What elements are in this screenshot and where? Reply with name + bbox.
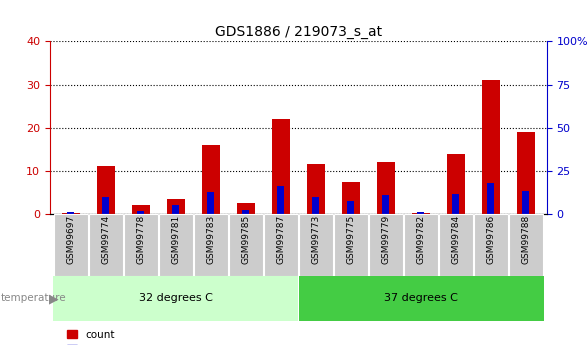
Bar — [237, 203, 255, 214]
Bar — [54, 276, 298, 321]
Text: GSM99785: GSM99785 — [242, 215, 250, 264]
Bar — [487, 183, 495, 214]
Text: GSM99779: GSM99779 — [382, 215, 390, 264]
Bar — [412, 213, 430, 214]
Bar — [138, 211, 145, 214]
Text: temperature: temperature — [1, 294, 66, 303]
Bar — [382, 195, 389, 214]
Bar — [242, 209, 249, 214]
Bar — [307, 164, 325, 214]
Bar — [229, 214, 263, 276]
Bar — [208, 193, 215, 214]
Bar — [509, 214, 543, 276]
Bar — [263, 214, 298, 276]
Text: GSM99788: GSM99788 — [522, 215, 530, 264]
Bar — [97, 167, 115, 214]
Text: 32 degrees C: 32 degrees C — [139, 294, 213, 303]
Bar — [473, 214, 508, 276]
Bar — [348, 201, 355, 214]
Title: GDS1886 / 219073_s_at: GDS1886 / 219073_s_at — [215, 25, 382, 39]
Text: GSM99783: GSM99783 — [206, 215, 215, 264]
Bar — [54, 214, 88, 276]
Bar — [439, 214, 473, 276]
Bar — [482, 80, 500, 214]
Bar — [447, 154, 465, 214]
Text: GSM99786: GSM99786 — [486, 215, 495, 264]
Bar — [522, 190, 529, 214]
Bar — [403, 214, 438, 276]
Legend: count, percentile rank within the sample: count, percentile rank within the sample — [67, 329, 262, 345]
Bar — [299, 276, 544, 321]
Text: 37 degrees C: 37 degrees C — [384, 294, 458, 303]
Bar — [68, 212, 75, 214]
Text: GSM99784: GSM99784 — [452, 215, 460, 264]
Bar — [202, 145, 220, 214]
Bar — [369, 214, 403, 276]
Bar — [452, 194, 459, 214]
Bar — [517, 132, 535, 214]
Text: GSM99781: GSM99781 — [172, 215, 181, 264]
Text: GSM99774: GSM99774 — [102, 215, 111, 264]
Bar — [89, 214, 123, 276]
Text: GSM99775: GSM99775 — [346, 215, 355, 264]
Bar — [159, 214, 193, 276]
Bar — [62, 213, 80, 214]
Bar — [299, 214, 333, 276]
Bar — [417, 212, 425, 214]
Text: GSM99778: GSM99778 — [136, 215, 145, 264]
Bar — [132, 205, 150, 214]
Bar — [312, 197, 319, 214]
Bar — [333, 214, 368, 276]
Bar — [102, 197, 109, 214]
Text: ▶: ▶ — [49, 292, 58, 305]
Bar — [123, 214, 158, 276]
Text: GSM99782: GSM99782 — [416, 215, 425, 264]
Text: GSM99787: GSM99787 — [276, 215, 285, 264]
Bar — [172, 205, 179, 214]
Bar — [278, 186, 285, 214]
Bar — [272, 119, 290, 214]
Text: GSM99697: GSM99697 — [66, 215, 75, 264]
Text: GSM99773: GSM99773 — [312, 215, 320, 264]
Bar — [193, 214, 228, 276]
Bar — [377, 162, 395, 214]
Bar — [342, 181, 360, 214]
Bar — [167, 199, 185, 214]
